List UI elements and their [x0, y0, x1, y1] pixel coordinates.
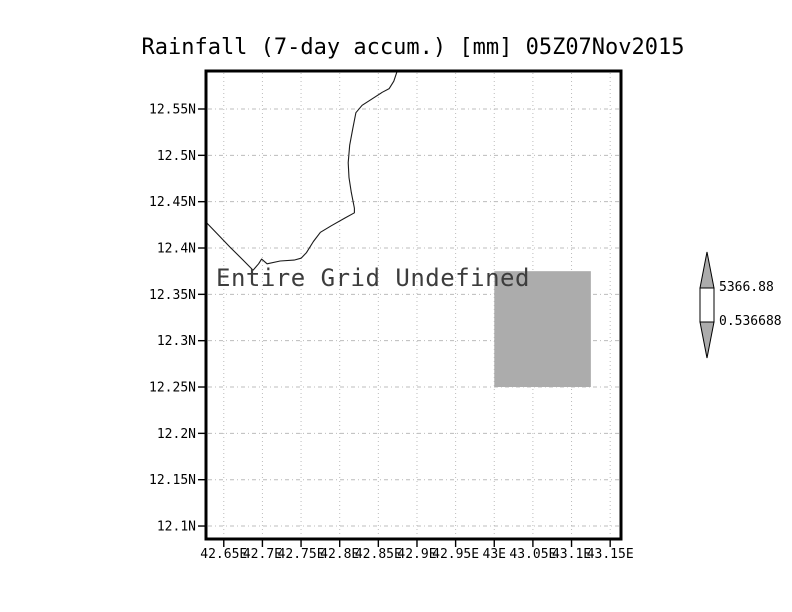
x-tick-label: 42.95E — [432, 547, 479, 562]
colorbar-max-label: 5366.88 — [719, 280, 774, 295]
coastline-path — [205, 71, 398, 271]
colorbar-min-label: 0.536688 — [719, 314, 782, 329]
x-tick-label: 42.7E — [243, 547, 282, 562]
y-tick-label: 12.55N — [149, 102, 196, 117]
x-tick-label: 42.65E — [200, 547, 247, 562]
y-tick-label: 12.3N — [157, 334, 196, 349]
y-tick-label: 12.25N — [149, 381, 196, 396]
colorbar-upper-arrow — [699, 251, 715, 289]
colorbar-box — [699, 287, 715, 323]
y-tick-label: 12.4N — [157, 242, 196, 257]
y-tick-label: 12.1N — [157, 520, 196, 535]
x-tick-label: 42.8E — [320, 547, 359, 562]
x-tick-label: 43.1E — [552, 547, 591, 562]
shaded-grid-cell — [494, 271, 591, 388]
colorbar-lower-arrow — [699, 321, 715, 359]
x-tick-label: 42.85E — [355, 547, 402, 562]
y-tick-label: 12.35N — [149, 288, 196, 303]
x-tick-label: 43.15E — [587, 547, 634, 562]
x-tick-label: 43.05E — [509, 547, 556, 562]
map-frame — [204, 69, 623, 541]
y-tick-label: 12.45N — [149, 195, 196, 210]
plot-title: Rainfall (7-day accum.) [mm] 05Z07Nov201… — [141, 35, 685, 60]
x-tick-label: 43E — [483, 547, 506, 562]
y-tick-label: 12.5N — [157, 149, 196, 164]
y-tick-label: 12.2N — [157, 427, 196, 442]
y-tick-label: 12.15N — [149, 473, 196, 488]
x-tick-label: 42.9E — [397, 547, 436, 562]
undefined-grid-message: Entire Grid Undefined — [216, 264, 530, 292]
x-tick-label: 42.75E — [278, 547, 325, 562]
